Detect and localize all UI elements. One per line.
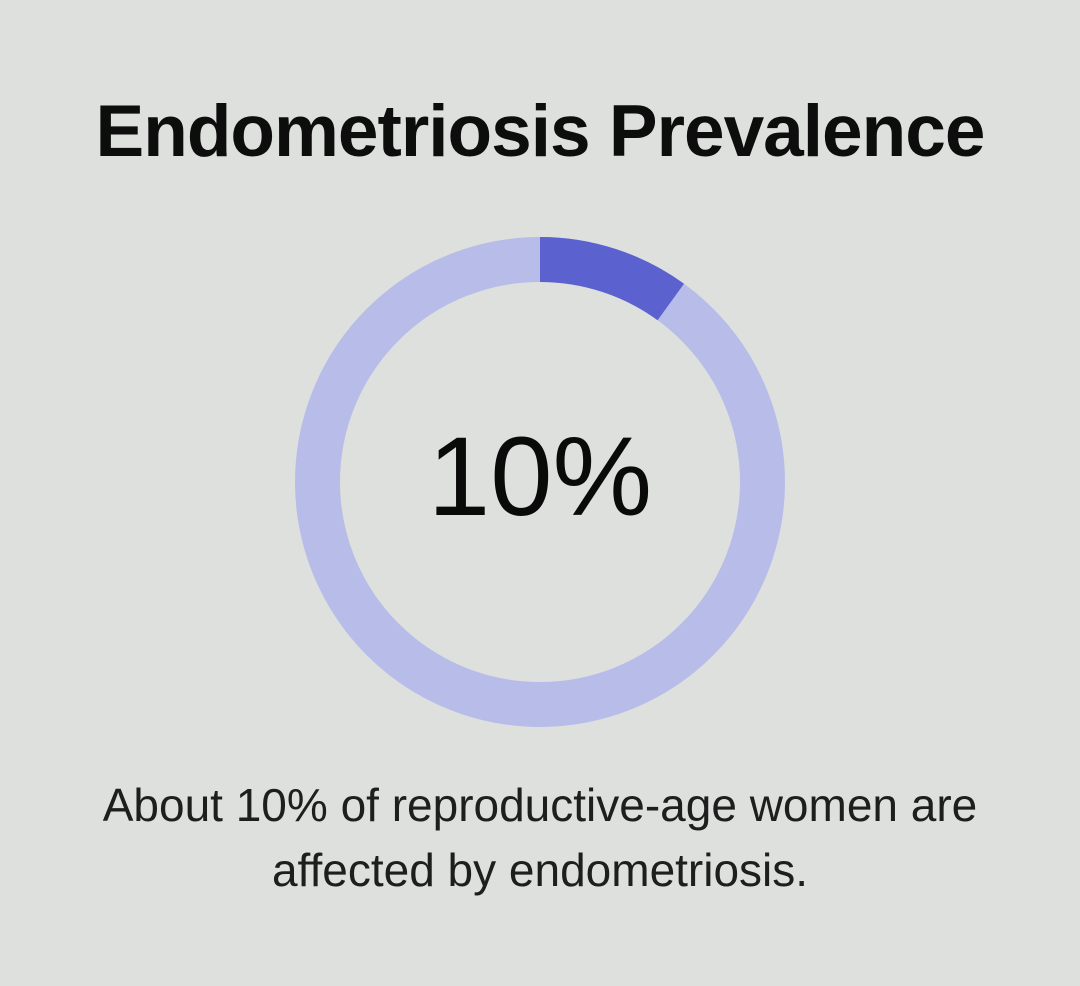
donut-slice <box>295 237 785 727</box>
donut-chart: 10% <box>295 237 785 727</box>
chart-title: Endometriosis Prevalence <box>95 91 986 172</box>
donut-center-value: 10% <box>427 413 653 539</box>
chart-caption: About 10% of reproductive-age women are … <box>102 779 978 896</box>
donut-chart-svg <box>295 237 785 727</box>
